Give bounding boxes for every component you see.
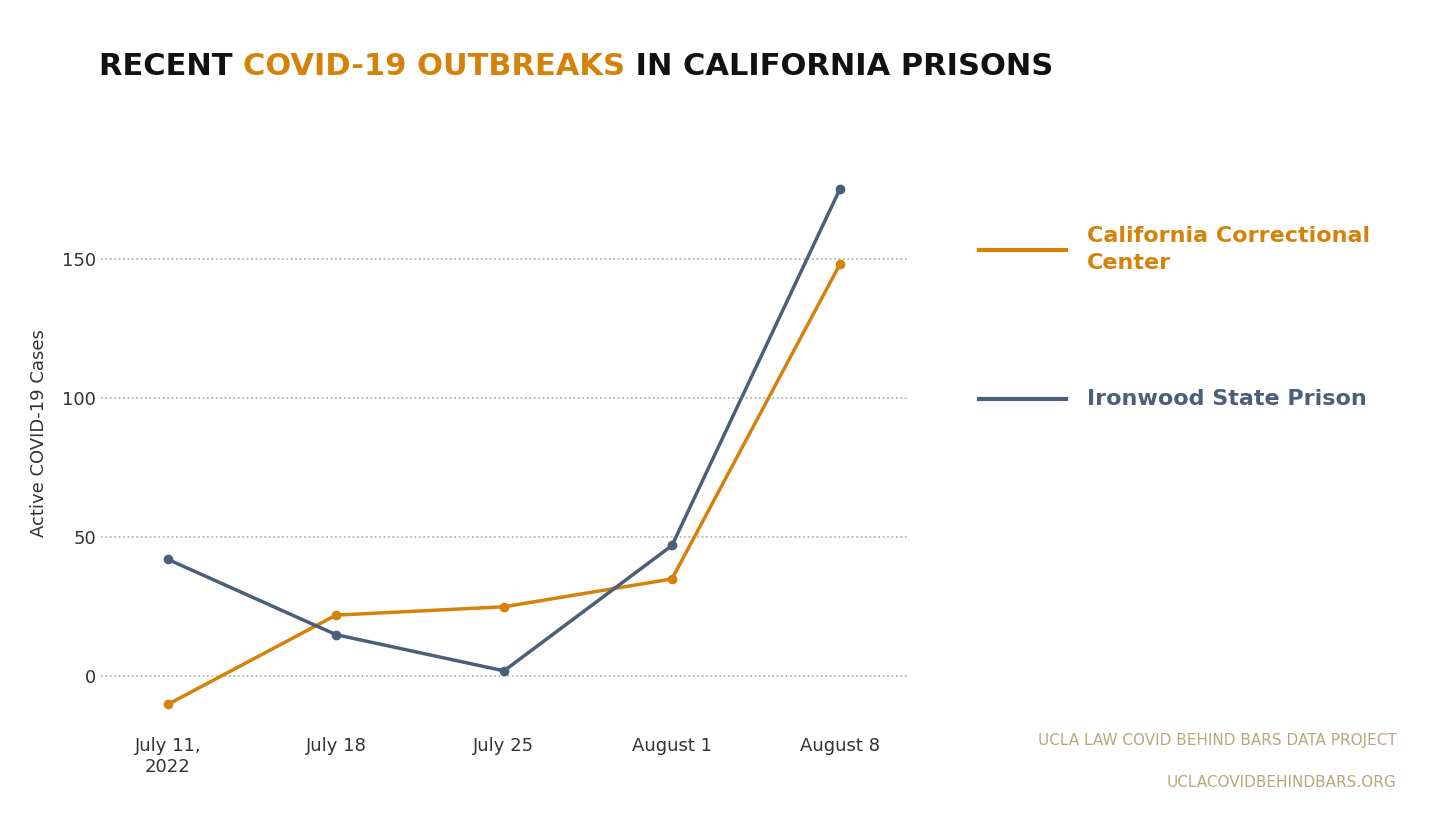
Text: RECENT: RECENT (99, 52, 243, 81)
Text: COVID-19 OUTBREAKS: COVID-19 OUTBREAKS (243, 52, 625, 81)
Text: Ironwood State Prison: Ironwood State Prison (1087, 389, 1367, 409)
Text: UCLACOVIDBEHINDBARS.ORG: UCLACOVIDBEHINDBARS.ORG (1166, 775, 1397, 790)
Y-axis label: Active COVID-19 Cases: Active COVID-19 Cases (30, 329, 48, 537)
Text: UCLA LAW COVID BEHIND BARS DATA PROJECT: UCLA LAW COVID BEHIND BARS DATA PROJECT (1038, 733, 1397, 748)
Text: California Correctional
Center: California Correctional Center (1087, 226, 1371, 273)
Text: IN CALIFORNIA PRISONS: IN CALIFORNIA PRISONS (625, 52, 1053, 81)
